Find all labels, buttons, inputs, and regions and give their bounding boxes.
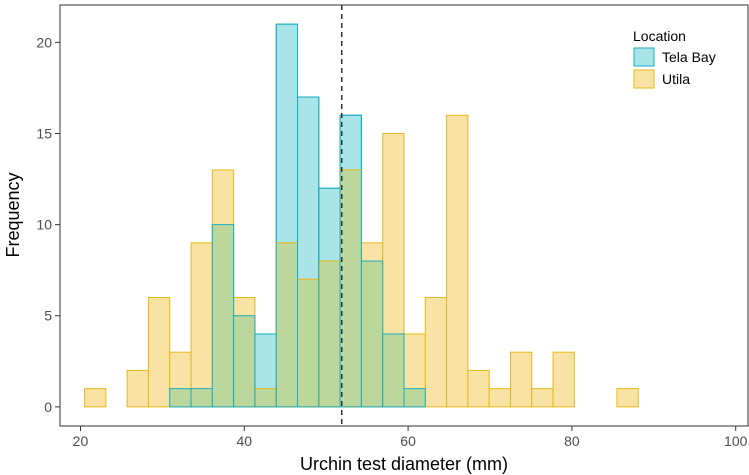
bar-utila	[509, 351, 533, 408]
y-tick-label: 5	[44, 308, 52, 324]
bar-overlap	[233, 315, 255, 407]
bar-overlap	[276, 242, 298, 407]
x-tick-label: 100	[724, 433, 748, 449]
bar-utila	[424, 297, 448, 408]
x-tick-label: 40	[236, 433, 252, 449]
bar-overlap-outline	[403, 388, 426, 408]
legend-key-utila	[633, 69, 655, 89]
x-tick-label: 80	[564, 433, 580, 449]
x-tick-label: 20	[73, 433, 89, 449]
bar-utila	[190, 242, 213, 408]
bar-overlap	[382, 333, 404, 407]
bar-utila	[126, 369, 149, 408]
bar-overlap-outline	[382, 333, 405, 408]
x-axis-title: Urchin test diameter (mm)	[300, 454, 508, 474]
y-tick-label: 20	[36, 34, 52, 50]
bar-overlap	[212, 224, 234, 407]
bar-overlap	[297, 279, 319, 407]
bar-overlap	[169, 388, 192, 407]
y-axis-ticks: 0 5 10 15 20	[36, 34, 60, 415]
y-tick-label: 0	[44, 399, 52, 415]
bar-overlap	[318, 261, 341, 407]
legend-key-tela-bay	[633, 47, 655, 67]
legend: Location Tela Bay Utila	[633, 28, 716, 89]
x-axis-ticks: 20 40 60 80 100	[73, 426, 748, 449]
bar-overlap	[404, 388, 426, 407]
bar-overlap	[361, 261, 383, 407]
legend-label-utila: Utila	[662, 71, 690, 87]
overlap-region	[169, 23, 426, 408]
y-tick-label: 10	[36, 217, 52, 233]
bar-utila	[84, 388, 107, 408]
bar-overlap	[191, 388, 213, 407]
bar-overlap	[254, 388, 277, 407]
bar-utila	[147, 297, 171, 408]
y-tick-label: 15	[36, 125, 52, 141]
bar-utila	[616, 388, 639, 408]
x-tick-label: 60	[400, 433, 416, 449]
panel-border	[59, 4, 749, 427]
bar-overlap	[340, 169, 362, 407]
bar-utila	[488, 388, 511, 408]
bar-utila	[467, 369, 490, 408]
y-axis-title: Frequency	[3, 172, 23, 257]
bar-utila	[552, 351, 575, 408]
bar-utila	[531, 388, 554, 408]
legend-label-tela-bay: Tela Bay	[662, 49, 716, 65]
legend-title: Location	[633, 28, 686, 44]
bar-utila	[446, 114, 469, 408]
